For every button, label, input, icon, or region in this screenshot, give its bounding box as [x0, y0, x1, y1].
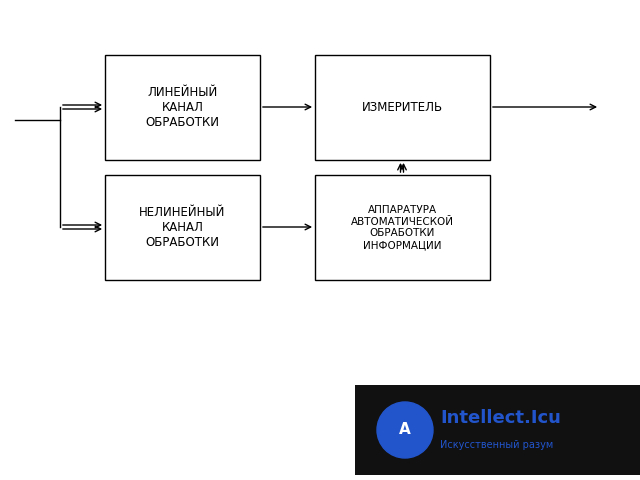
- Text: АППАРАТУРА
АВТОМАТИЧЕСКОЙ
ОБРАБОТКИ
ИНФОРМАЦИИ: АППАРАТУРА АВТОМАТИЧЕСКОЙ ОБРАБОТКИ ИНФО…: [351, 205, 454, 250]
- Bar: [105, 55, 260, 160]
- Text: Искусственный разум: Искусственный разум: [440, 440, 553, 450]
- Bar: [355, 385, 640, 475]
- Text: A: A: [399, 422, 411, 437]
- Text: ЛИНЕЙНЫЙ
КАНАЛ
ОБРАБОТКИ: ЛИНЕЙНЫЙ КАНАЛ ОБРАБОТКИ: [145, 86, 220, 129]
- Bar: [315, 175, 490, 280]
- Bar: [105, 175, 260, 280]
- Text: Intellect.Icu: Intellect.Icu: [440, 409, 561, 427]
- Text: ИЗМЕРИТЕЛЬ: ИЗМЕРИТЕЛЬ: [362, 101, 443, 114]
- Circle shape: [377, 402, 433, 458]
- Text: НЕЛИНЕЙНЫЙ
КАНАЛ
ОБРАБОТКИ: НЕЛИНЕЙНЫЙ КАНАЛ ОБРАБОТКИ: [140, 206, 226, 249]
- Bar: [315, 55, 490, 160]
